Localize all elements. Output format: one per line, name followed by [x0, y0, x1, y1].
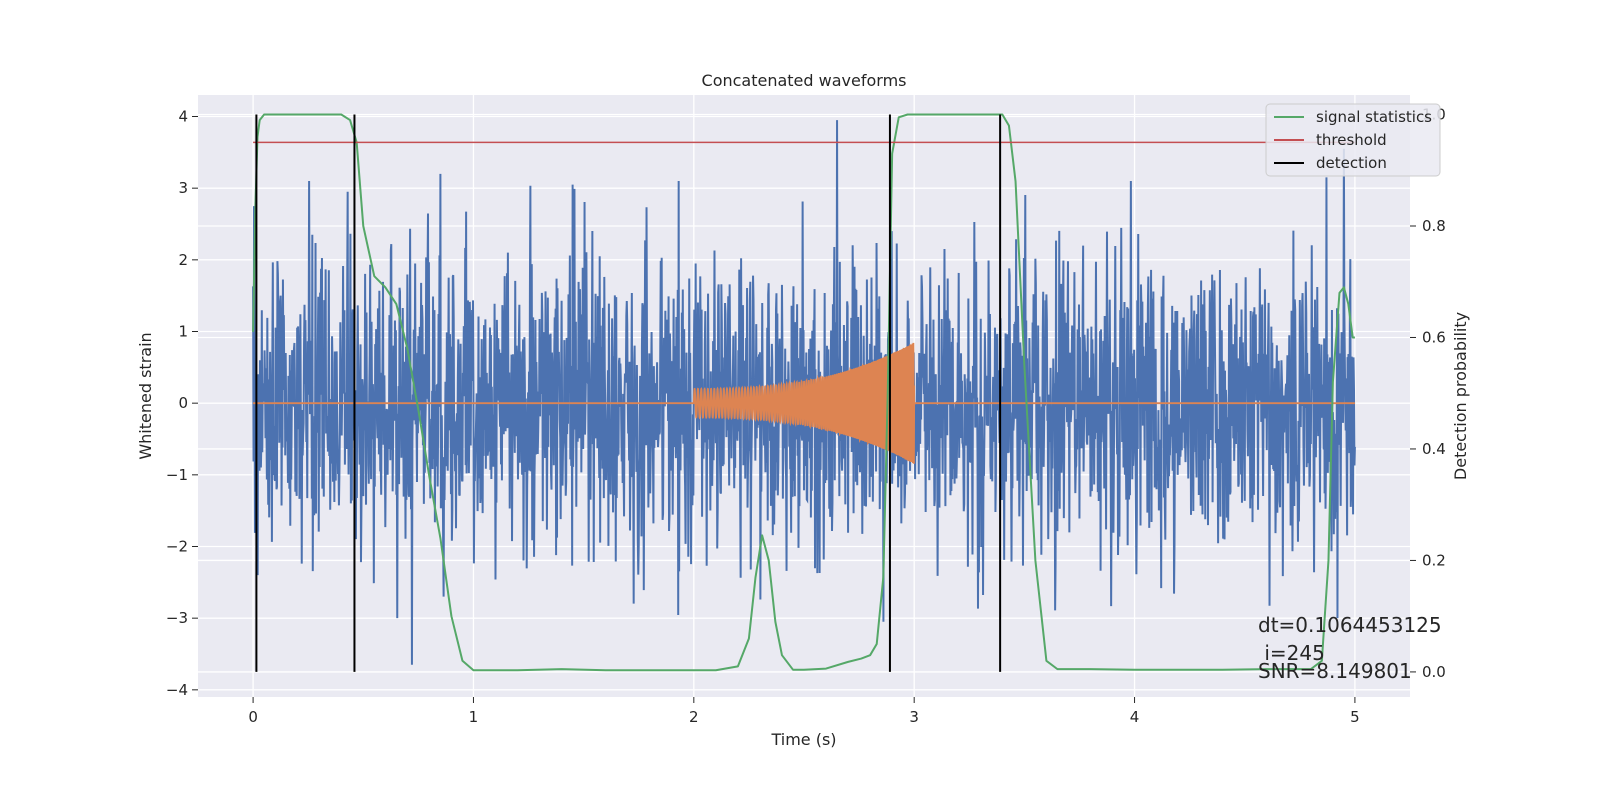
y-tick-label: −3 — [166, 609, 188, 627]
y-tick-label: −2 — [166, 538, 188, 556]
legend: signal statistics threshold detection — [1266, 104, 1440, 176]
chart-title: Concatenated waveforms — [702, 71, 907, 90]
annotation-snr: SNR=8.149801 — [1258, 659, 1412, 683]
x-axis-title: Time (s) — [770, 730, 836, 749]
y2-axis-title: Detection probability — [1451, 312, 1470, 480]
y-tick-label: 1 — [178, 323, 188, 341]
y-axis-title: Whitened strain — [136, 332, 155, 459]
y-tick-label: −4 — [166, 681, 188, 699]
y2-tick-label: 0.2 — [1422, 551, 1446, 569]
x-tick-label: 0 — [248, 708, 258, 726]
x-tick-label: 1 — [469, 708, 479, 726]
legend-label-signal-statistics: signal statistics — [1316, 108, 1432, 126]
y-tick-label: −1 — [166, 466, 188, 484]
x-tick-label: 4 — [1130, 708, 1140, 726]
y2-tick-label: 0.4 — [1422, 440, 1446, 458]
y-tick-label: 0 — [178, 394, 188, 412]
y-tick-label: 2 — [178, 251, 188, 269]
chart-canvas: 012345−4−3−2−1012340.00.20.40.60.81.0 Co… — [0, 0, 1600, 800]
y2-tick-label: 0.8 — [1422, 217, 1446, 235]
legend-label-detection: detection — [1316, 154, 1387, 172]
x-tick-label: 3 — [909, 708, 919, 726]
y-tick-label: 3 — [178, 179, 188, 197]
y-tick-label: 4 — [178, 108, 188, 126]
annotation-dt: dt=0.1064453125 — [1258, 613, 1442, 637]
x-tick-label: 2 — [689, 708, 699, 726]
y2-tick-label: 0.0 — [1422, 663, 1446, 681]
x-tick-label: 5 — [1350, 708, 1360, 726]
legend-label-threshold: threshold — [1316, 131, 1387, 149]
y2-tick-label: 0.6 — [1422, 328, 1446, 346]
